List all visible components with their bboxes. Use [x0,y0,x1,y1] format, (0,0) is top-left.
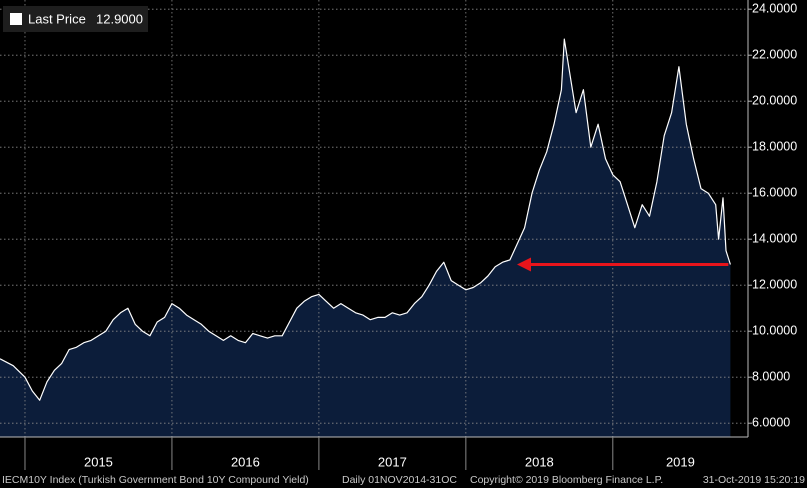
x-tick-label: 2015 [84,454,113,469]
footer-copyright: Copyright© 2019 Bloomberg Finance L.P. [470,474,663,486]
y-tick-label: 20.0000 [752,93,797,107]
footer: IECM10Y Index (Turkish Government Bond 1… [2,474,805,486]
y-tick-label: 24.0000 [752,1,797,15]
footer-range: Daily 01NOV2014-31OC [342,474,457,486]
price-line [0,38,731,401]
x-tick-label: 2019 [666,454,695,469]
footer-timestamp: 31-Oct-2019 15:20:19 [703,474,805,486]
y-tick-label: 6.0000 [752,415,790,429]
y-tick-label: 8.0000 [752,369,790,383]
y-tick-label: 12.0000 [752,277,797,291]
area-fill [0,39,731,437]
legend-value: 12.9000 [96,11,143,26]
y-tick-label: 18.0000 [752,139,797,153]
x-tick-label: 2016 [231,454,260,469]
plot-area [0,0,748,437]
x-tick-label: 2018 [525,454,554,469]
y-tick-label: 10.0000 [752,323,797,337]
footer-index: IECM10Y Index (Turkish Government Bond 1… [2,474,309,486]
y-tick-label: 14.0000 [752,231,797,245]
y-tick-label: 16.0000 [752,185,797,199]
legend: Last Price 12.9000 [3,6,148,32]
arrow-head [517,257,531,272]
legend-box [3,6,148,32]
y-tick-label: 22.0000 [752,47,797,61]
legend-label: Last Price [28,11,86,26]
x-tick-label: 2017 [378,454,407,469]
legend-swatch [10,13,22,25]
